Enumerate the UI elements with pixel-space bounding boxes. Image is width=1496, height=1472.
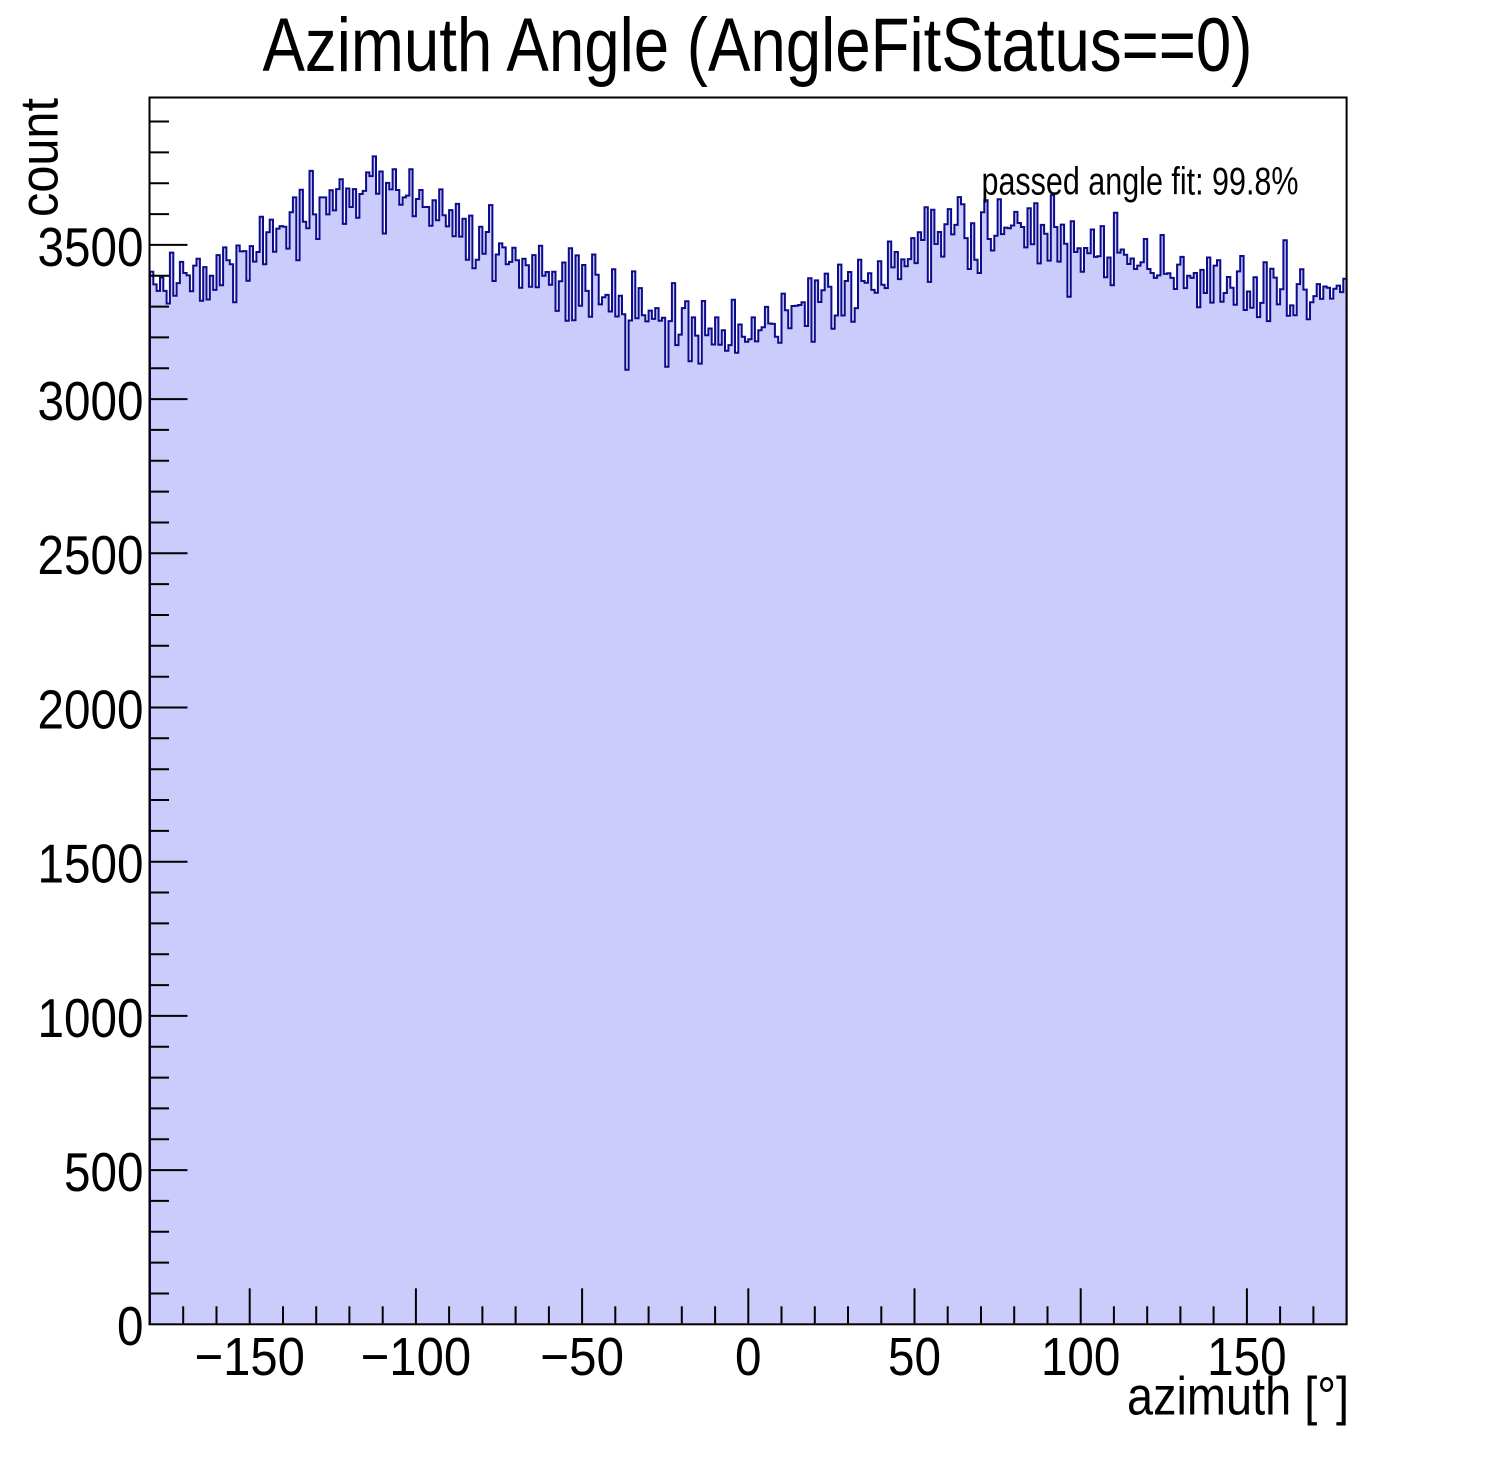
svg-text:count: count xyxy=(10,98,70,217)
svg-text:−150: −150 xyxy=(194,1327,305,1387)
svg-text:50: 50 xyxy=(888,1327,941,1387)
svg-text:150: 150 xyxy=(1207,1327,1287,1387)
svg-text:−100: −100 xyxy=(361,1327,472,1387)
svg-text:0: 0 xyxy=(117,1295,144,1357)
svg-text:500: 500 xyxy=(64,1141,144,1203)
svg-text:1000: 1000 xyxy=(38,987,144,1049)
svg-text:Azimuth Angle (AngleFitStatus=: Azimuth Angle (AngleFitStatus==0) xyxy=(263,3,1253,88)
svg-text:1500: 1500 xyxy=(38,833,144,895)
svg-text:2000: 2000 xyxy=(38,678,144,740)
svg-text:−50: −50 xyxy=(540,1327,624,1387)
svg-text:0: 0 xyxy=(735,1327,762,1387)
svg-text:2500: 2500 xyxy=(38,524,144,586)
svg-text:3500: 3500 xyxy=(38,216,144,278)
svg-text:passed angle fit: 99.8%: passed angle fit: 99.8% xyxy=(982,161,1299,204)
svg-text:100: 100 xyxy=(1041,1327,1121,1387)
svg-text:3000: 3000 xyxy=(38,370,144,432)
svg-text:azimuth [°]: azimuth [°] xyxy=(1127,1367,1349,1427)
